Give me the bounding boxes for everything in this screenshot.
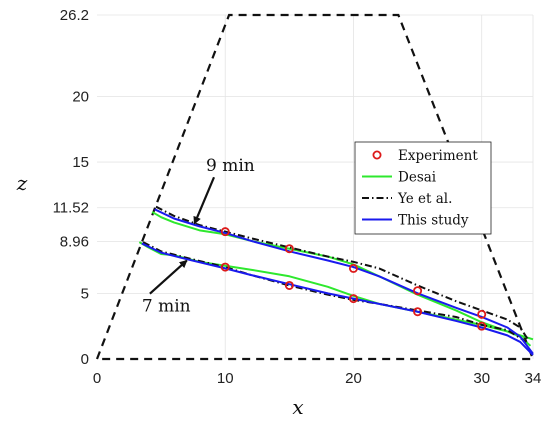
legend-label-this-study: This study — [398, 213, 469, 229]
grid — [97, 14, 534, 359]
annotation-arrow — [193, 176, 216, 225]
x-axis-label: x — [292, 395, 303, 419]
legend-label-experiment: Experiment — [398, 148, 478, 164]
y-tick-label: 8.96 — [60, 233, 89, 250]
desai-9-min-line — [151, 211, 532, 347]
dam-outline-line — [95, 13, 535, 361]
x-tick-label: 30 — [473, 370, 490, 387]
ye-et-al-7-min-line — [142, 241, 528, 343]
dam-outline — [95, 13, 535, 361]
this-study-7-min-line — [141, 242, 534, 356]
x-tick-label: 34 — [525, 370, 542, 387]
legend-label-desai: Desai — [398, 170, 437, 186]
y-tick-label: 20 — [72, 88, 89, 105]
series-lines — [138, 205, 534, 356]
experiment-7-min-marker — [348, 294, 358, 304]
axis-ticks: 0 10 20 30 34 0 5 8.96 11.52 15 20 26.2 — [53, 7, 542, 387]
y-axis-label: z — [16, 171, 28, 195]
legend-swatch-experiment — [372, 150, 382, 160]
y-tick-label: 11.52 — [53, 200, 89, 217]
experiment-7-min-marker — [413, 307, 423, 317]
annotation-7-min: 7 min — [142, 297, 191, 317]
experiment-9-min-marker — [284, 244, 294, 254]
annotation-9-min: 9 min — [206, 156, 255, 176]
experiment-7-min-marker — [284, 280, 294, 290]
experiment-7-min-marker — [477, 321, 487, 331]
experiment-9-min-marker — [477, 309, 487, 319]
y-tick-label: 26.2 — [60, 7, 89, 24]
legend: Experiment Desai Ye et al. This study — [354, 141, 492, 235]
experiment-9-min-marker — [348, 263, 358, 273]
x-tick-label: 20 — [345, 370, 362, 387]
this-study-9-min-line — [154, 208, 534, 355]
experiment-7-min-marker — [220, 262, 230, 272]
legend-label-ye-et-al: Ye et al. — [397, 191, 452, 207]
experiment-9-min-marker — [220, 227, 230, 237]
y-tick-label: 0 — [81, 351, 89, 368]
experiment-9-min-marker — [413, 286, 423, 296]
ye-et-al-9-min-line — [155, 205, 529, 340]
y-tick-label: 5 — [81, 285, 89, 302]
x-tick-label: 0 — [93, 370, 101, 387]
experiment-markers — [220, 227, 487, 331]
annotations: 9 min 7 min — [142, 156, 255, 316]
annotation-arrow — [149, 259, 188, 295]
x-tick-label: 10 — [217, 370, 234, 387]
y-tick-label: 15 — [72, 154, 89, 171]
